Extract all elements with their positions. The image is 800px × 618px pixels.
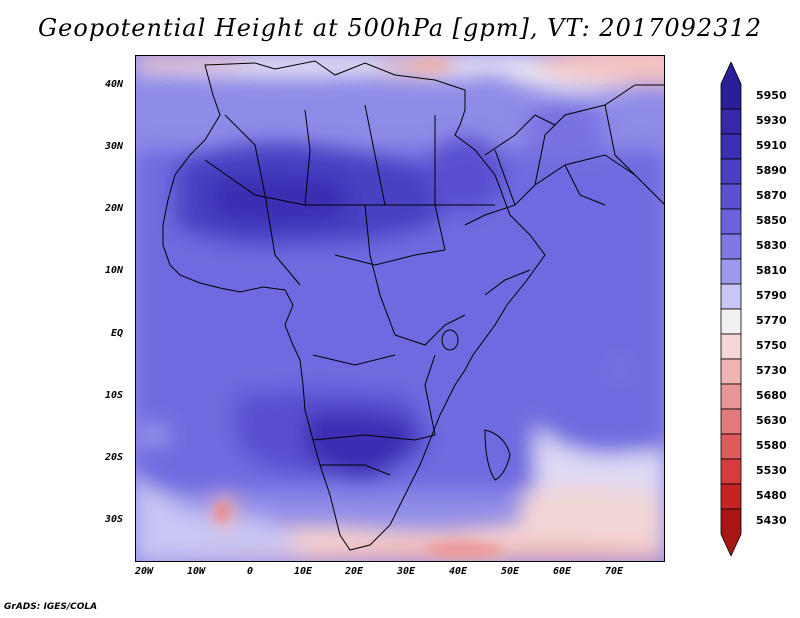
- credit-text: GrADS: IGES/COLA: [4, 602, 98, 612]
- contour-highlights: [215, 58, 505, 558]
- colorbar-label: 5930: [756, 113, 787, 127]
- colorbar-label: 5630: [756, 413, 787, 427]
- lon-tick-50e: 50E: [501, 566, 520, 577]
- lat-tick-eq: EQ: [111, 328, 124, 339]
- lon-tick-70e: 70E: [605, 566, 624, 577]
- colorbar-label: 5430: [756, 513, 787, 527]
- colorbar-swatch: [720, 508, 742, 557]
- map-frame: [135, 55, 665, 562]
- map-panel: 40N 30N 20N 10N EQ 10S 20S 30S 20W 10W 0…: [105, 55, 665, 577]
- lat-tick-30n: 30N: [105, 141, 124, 152]
- lat-tick-40n: 40N: [105, 79, 124, 90]
- lon-tick-20w: 20W: [135, 566, 154, 577]
- colorbar: 5950 5930 5910 5890 5870 5850 5830 5810 5790 5770…: [716, 61, 787, 560]
- colorbar-label: 5730: [756, 363, 787, 377]
- colorbar-swatch: [720, 458, 742, 485]
- colorbar-swatch: [720, 158, 742, 185]
- colorbar-swatch: [720, 133, 742, 160]
- lat-tick-10n: 10N: [105, 265, 124, 276]
- lat-tick-20n: 20N: [105, 203, 124, 214]
- height-field-map: [135, 55, 665, 562]
- colorbar-swatch: [720, 233, 742, 260]
- colorbar-swatch: [720, 308, 742, 335]
- colorbar-label: 5790: [756, 288, 787, 302]
- lat-tick-30s: 30S: [105, 514, 124, 525]
- colorbar-label: 5480: [756, 488, 787, 502]
- colorbar-label: 5950: [756, 88, 787, 102]
- colorbar-swatch: [720, 483, 742, 510]
- colorbar-swatch: [720, 358, 742, 385]
- colorbar-label: 5850: [756, 213, 787, 227]
- lat-tick-10s: 10S: [105, 390, 124, 401]
- lon-tick-10w: 10W: [187, 566, 206, 577]
- colorbar-label: 5770: [756, 313, 787, 327]
- colorbar-label: 5910: [756, 138, 787, 152]
- lon-tick-10e: 10E: [294, 566, 313, 577]
- colorbar-label: 5890: [756, 163, 787, 177]
- colorbar-label: 5750: [756, 338, 787, 352]
- colorbar-swatch: [720, 383, 742, 410]
- lon-tick-30e: 30E: [397, 566, 416, 577]
- colorbar-swatch: [720, 208, 742, 235]
- colorbar-swatch: [720, 61, 742, 110]
- colorbar-swatches: [720, 61, 742, 557]
- lon-tick-0: 0: [247, 566, 254, 577]
- colorbar-swatch: [720, 108, 742, 135]
- lon-tick-20e: 20E: [345, 566, 364, 577]
- height-contours: [135, 55, 665, 562]
- colorbar-swatch: [720, 333, 742, 360]
- colorbar-label: 5680: [756, 388, 787, 402]
- lat-tick-20s: 20S: [105, 452, 124, 463]
- colorbar-label: 5810: [756, 263, 787, 277]
- colorbar-swatch: [720, 408, 742, 435]
- chart-title: Geopotential Height at 500hPa [gpm], VT:…: [38, 14, 762, 42]
- lon-tick-60e: 60E: [553, 566, 572, 577]
- colorbar-swatch: [720, 183, 742, 210]
- lon-tick-40e: 40E: [449, 566, 468, 577]
- colorbar-swatch: [720, 258, 742, 285]
- country-borders: [162, 60, 665, 551]
- colorbar-swatch: [720, 283, 742, 310]
- colorbar-label: 5870: [756, 188, 787, 202]
- colorbar-label: 5580: [756, 438, 787, 452]
- colorbar-label: 5530: [756, 463, 787, 477]
- colorbar-swatch: [720, 433, 742, 460]
- colorbar-label: 5830: [756, 238, 787, 252]
